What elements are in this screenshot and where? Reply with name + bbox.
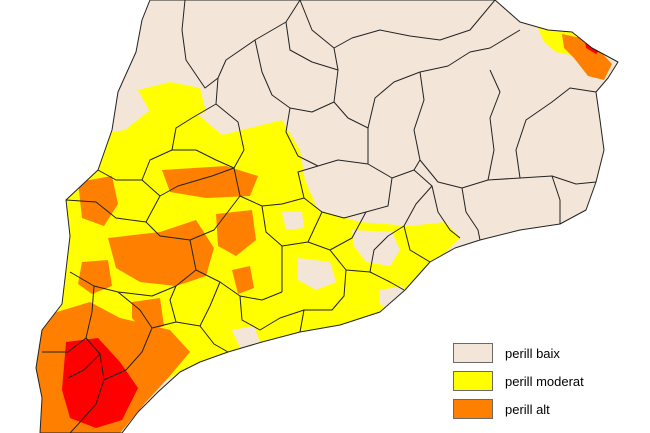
legend-label: perill baix <box>505 345 560 361</box>
legend-label: perill moderat <box>505 373 584 389</box>
legend-label: perill alt <box>505 401 550 417</box>
legend-swatch <box>453 399 493 419</box>
legend-swatch <box>453 371 493 391</box>
map-legend: perill baix perill moderat perill alt <box>453 342 603 426</box>
legend-item: perill alt <box>453 398 603 420</box>
legend-item: perill moderat <box>453 370 603 392</box>
legend-item: perill baix <box>453 342 603 364</box>
legend-swatch <box>453 343 493 363</box>
comarca-boundaries <box>35 0 619 433</box>
